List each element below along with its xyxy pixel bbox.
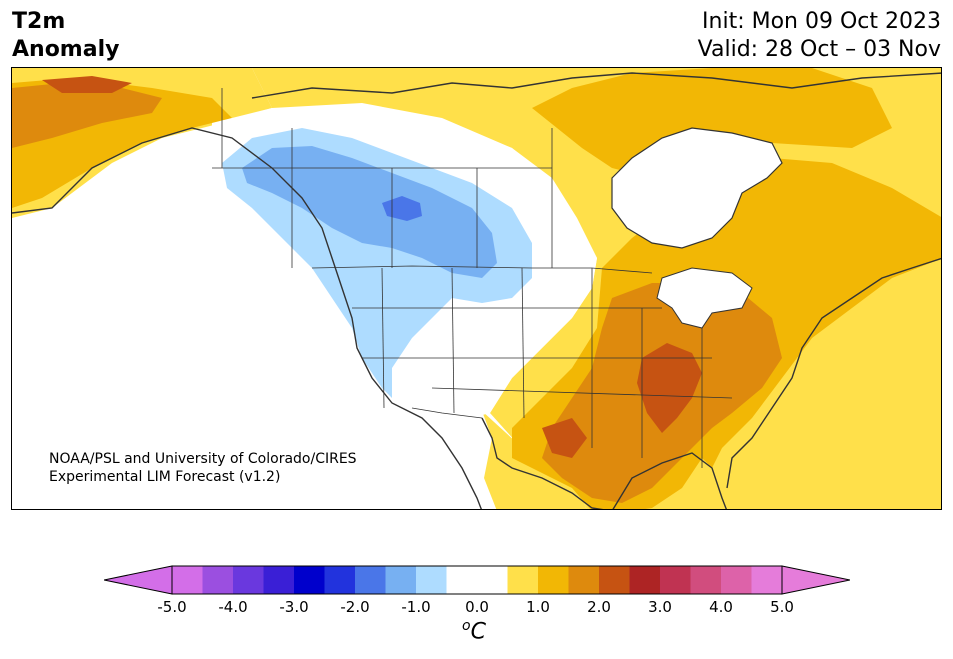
map-title: T2m Anomaly <box>12 8 119 64</box>
colorbar-segment <box>599 566 630 594</box>
us-mexico-border <box>411 407 483 419</box>
colorbar-tick-label: -5.0 <box>157 598 187 616</box>
colorbar-segment <box>172 566 203 594</box>
credit-line-1: NOAA/PSL and University of Colorado/CIRE… <box>49 451 357 467</box>
init-date: Init: Mon 09 Oct 2023 <box>702 9 941 34</box>
coastlines <box>12 72 941 509</box>
colorbar-tick-label: 2.0 <box>587 598 611 616</box>
credit-line-2: Experimental LIM Forecast (v1.2) <box>49 469 281 485</box>
colorbar-segment <box>721 566 752 594</box>
colorbar-tick-label: 5.0 <box>770 598 794 616</box>
colorbar-segment <box>538 566 569 594</box>
warm-4-region-south <box>542 418 587 458</box>
units-superscript: o <box>462 618 471 634</box>
colorbar-segment <box>477 566 508 594</box>
warm-4-region-west <box>42 76 132 93</box>
colorbar-segment <box>233 566 264 594</box>
colorbar-segment <box>629 566 661 594</box>
colorbar-tick-label: 4.0 <box>709 598 733 616</box>
colorbar-segment <box>385 566 417 594</box>
colorbar-segment <box>507 566 539 594</box>
forecast-dates: Init: Mon 09 Oct 2023 Valid: 28 Oct – 03… <box>698 8 941 64</box>
colorbar-tick-label: -4.0 <box>218 598 248 616</box>
colorbar <box>104 565 850 595</box>
colorbar-segment <box>263 566 295 594</box>
gulf-coast <box>481 417 727 509</box>
warm-4-region <box>637 343 702 433</box>
colorbar-segment <box>202 566 234 594</box>
title-line-1: T2m <box>12 9 66 34</box>
state-borders <box>212 88 733 468</box>
arctic-coast <box>251 72 941 99</box>
colorbar-tick-label: 3.0 <box>648 598 672 616</box>
colorbar-segment <box>660 566 691 594</box>
warm-3-region-west <box>12 83 162 148</box>
anomaly-map <box>11 67 942 510</box>
colorbar-segment <box>324 566 356 594</box>
colorbar-tick-label: -1.0 <box>401 598 431 616</box>
colorbar-segment <box>446 566 478 594</box>
colorbar-segment <box>355 566 386 594</box>
colorbar-segment <box>568 566 600 594</box>
pacific-coast <box>12 127 482 509</box>
colorbar-tick-label: -3.0 <box>279 598 309 616</box>
colorbar-units: oC <box>462 618 486 644</box>
colorbar-extend-high <box>781 565 850 595</box>
colorbar-segment <box>751 566 783 594</box>
colorbar-tick-label: -2.0 <box>340 598 370 616</box>
warm-2-region-north <box>532 68 892 178</box>
units-base: C <box>470 619 486 645</box>
colorbar-segment <box>294 566 325 594</box>
map-canvas <box>12 68 941 509</box>
colorbar-segment <box>416 566 447 594</box>
great-lakes <box>656 267 753 329</box>
atlantic-coast <box>726 257 941 489</box>
valid-date: Valid: 28 Oct – 03 Nov <box>697 37 941 62</box>
colorbar-outline <box>171 565 783 595</box>
colorbar-tick-label: 1.0 <box>526 598 550 616</box>
colorbar-tick-label: 0.0 <box>465 598 489 616</box>
colorbar-segment <box>690 566 722 594</box>
cold-2-region <box>242 146 497 278</box>
colorbar-extend-low <box>104 565 173 595</box>
colorbar-ticks: -5.0 -4.0 -3.0 -2.0 -1.0 0.0 1.0 2.0 3.0 4.0 5.0 <box>0 598 953 618</box>
title-line-2: Anomaly <box>12 37 120 62</box>
us-canada-border <box>311 265 653 274</box>
hudson-bay <box>611 127 783 249</box>
forecast-credit: NOAA/PSL and University of Colorado/CIRE… <box>49 450 357 486</box>
